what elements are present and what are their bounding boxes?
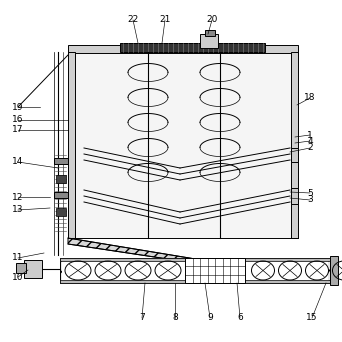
Text: 4: 4 bbox=[307, 136, 313, 145]
Bar bbox=[330, 256, 338, 285]
Text: 7: 7 bbox=[139, 314, 145, 323]
Bar bbox=[62, 260, 328, 281]
Bar bbox=[68, 52, 75, 238]
Bar bbox=[205, 30, 215, 36]
Text: 10: 10 bbox=[12, 273, 24, 281]
Text: 6: 6 bbox=[237, 314, 243, 323]
Bar bbox=[291, 52, 298, 238]
Text: 19: 19 bbox=[12, 103, 24, 111]
Bar bbox=[16, 263, 26, 273]
Text: 15: 15 bbox=[306, 314, 318, 323]
Text: 9: 9 bbox=[207, 314, 213, 323]
Text: 18: 18 bbox=[304, 93, 316, 103]
Bar bbox=[68, 45, 298, 53]
Text: 22: 22 bbox=[127, 15, 139, 25]
Bar bbox=[56, 208, 66, 216]
Text: 13: 13 bbox=[12, 206, 24, 214]
Text: 17: 17 bbox=[12, 126, 24, 134]
Text: 20: 20 bbox=[206, 15, 218, 25]
Bar bbox=[68, 52, 298, 238]
Bar bbox=[54, 158, 68, 164]
Bar bbox=[120, 43, 265, 52]
Text: 14: 14 bbox=[12, 158, 24, 167]
Bar bbox=[200, 34, 218, 48]
Text: 16: 16 bbox=[12, 116, 24, 124]
Polygon shape bbox=[68, 238, 254, 272]
Bar bbox=[291, 188, 298, 204]
Bar bbox=[60, 280, 330, 283]
Text: 1: 1 bbox=[307, 131, 313, 140]
Bar bbox=[56, 175, 66, 183]
Text: 12: 12 bbox=[12, 193, 24, 201]
Text: 11: 11 bbox=[12, 253, 24, 263]
Bar bbox=[54, 192, 68, 198]
Text: 8: 8 bbox=[172, 314, 178, 323]
Bar bbox=[60, 258, 330, 261]
Bar bbox=[291, 148, 298, 162]
Bar bbox=[60, 258, 330, 283]
Text: 2: 2 bbox=[307, 144, 313, 153]
Bar bbox=[24, 260, 42, 278]
Bar bbox=[185, 258, 245, 283]
Text: 21: 21 bbox=[159, 15, 171, 25]
Text: 5: 5 bbox=[307, 188, 313, 197]
Text: 3: 3 bbox=[307, 196, 313, 205]
